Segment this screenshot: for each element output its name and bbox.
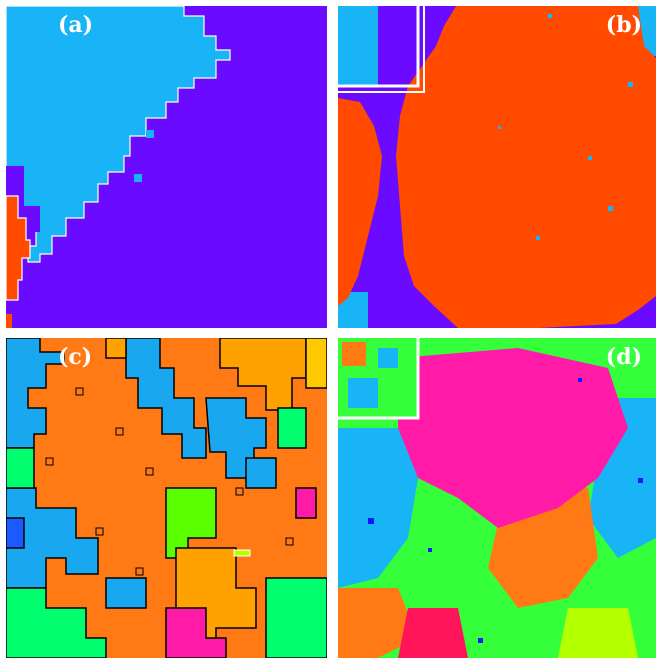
panel-d: (d) [338, 338, 656, 658]
panel-b: (b) [338, 6, 656, 328]
region-orange-left-b [338, 98, 382, 306]
panel-label-a: (a) [58, 12, 94, 38]
panel-label-b: (b) [605, 12, 642, 38]
panel-label-d: (d) [605, 344, 642, 370]
region-cyan-left-d [338, 428, 418, 588]
domain-map-b [338, 6, 656, 328]
region-orange-main-b [396, 6, 656, 328]
region-orange-a [6, 195, 31, 301]
region-cyan-a [6, 6, 231, 263]
panel-c: (c) [6, 338, 327, 658]
domain-map-a [6, 6, 327, 328]
speckles-b [498, 14, 633, 240]
region-orange-bottom-d [338, 588, 418, 658]
domain-map-c [6, 338, 327, 658]
panel-label-c: (c) [58, 344, 93, 370]
region-yellowgreen-d [558, 608, 638, 658]
domain-map-d [338, 338, 656, 658]
panel-a: (a) [6, 6, 327, 328]
region-red-d [398, 608, 468, 658]
region-magenta-d [398, 348, 628, 528]
speckles-d [368, 378, 643, 643]
